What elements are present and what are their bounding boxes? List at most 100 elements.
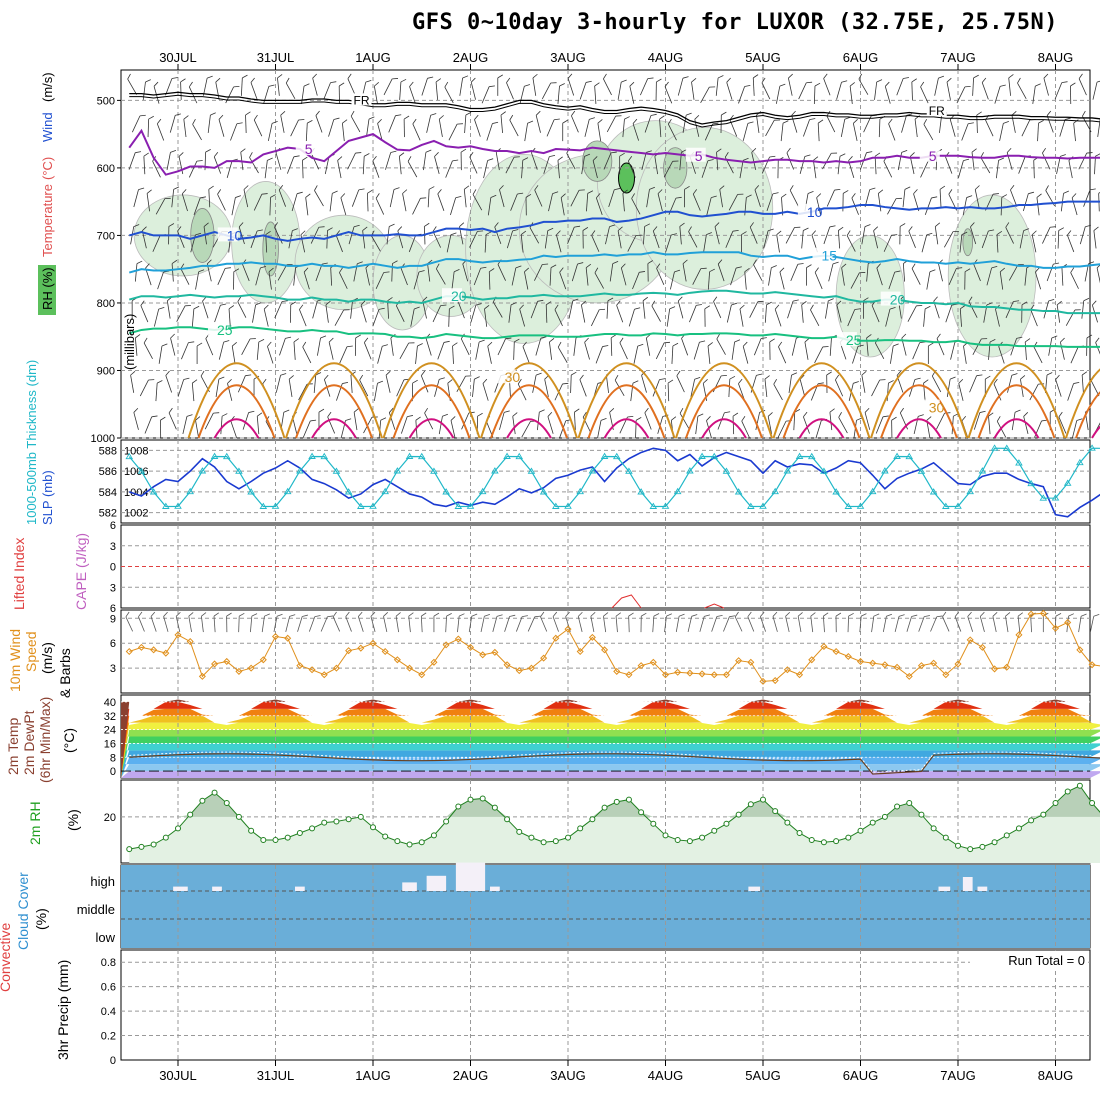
isotherm-label-bg: [919, 399, 940, 414]
wind10m-barb-flag: [251, 613, 258, 617]
wind-barb-staff: [679, 226, 682, 245]
isotherm-40: [798, 418, 845, 439]
wind-tick-label: 9: [110, 613, 116, 625]
wind-speed-point: [625, 671, 633, 679]
wind-barb: [412, 118, 421, 141]
wind-barb-staff: [752, 77, 755, 96]
wind10m-barb-staff: [954, 616, 962, 632]
wind-barb-flag: [767, 412, 773, 417]
wind-barb-flag: [1023, 412, 1029, 417]
wind-barb-staff: [908, 230, 916, 248]
wind-barb-staff: [617, 230, 622, 249]
wind-barb-staff: [628, 309, 635, 327]
wind-barb: [237, 374, 252, 393]
wind-barb-staff: [390, 337, 394, 356]
cloud-bar: [402, 882, 417, 891]
rh-point: [906, 800, 913, 807]
thickness-marker: [661, 502, 670, 509]
wind-speed-point: [186, 638, 194, 646]
thickness-marker: [393, 467, 402, 474]
wind-barb-staff: [912, 342, 921, 360]
wind-barb: [896, 370, 904, 393]
wind-barb-flag: [1017, 77, 1021, 84]
wind-barb-staff: [962, 197, 968, 216]
wind-barb-staff: [215, 82, 220, 100]
wind-barb: [1059, 337, 1065, 360]
wind-barb: [517, 378, 527, 401]
wind-barb-staff: [410, 308, 415, 327]
wind-barb-flag: [235, 195, 241, 198]
wind-speed-point: [747, 658, 755, 666]
wind10m-barb: [1005, 612, 1011, 633]
wind-barb-flag: [729, 375, 736, 380]
wind-barb-staff: [871, 379, 881, 397]
wind-barb-staff: [241, 338, 251, 355]
wind-barb-flag: [614, 374, 619, 381]
wind-barb-staff: [305, 197, 309, 216]
wind-barb-flag: [956, 267, 963, 269]
thickness-marker: [332, 467, 341, 474]
wind-barb: [767, 412, 773, 435]
rh-point: [845, 834, 852, 841]
wind-barb-staff: [999, 123, 1004, 142]
wind-barb: [145, 263, 152, 286]
wind-barb: [241, 338, 256, 355]
wind-barb: [1017, 77, 1027, 99]
wind-barb-flag: [711, 195, 717, 199]
wind-barb-flag: [532, 73, 538, 79]
wind-barb: [463, 185, 470, 208]
wind-barb-flag: [1095, 153, 1100, 157]
wind-barb-staff: [693, 342, 700, 360]
wind-barb-flag: [946, 77, 952, 83]
wind-ylabel-part: 10m Wind: [7, 629, 23, 692]
wind-barb-flag: [585, 263, 592, 268]
wind-barb: [688, 226, 698, 248]
wind-barb-flag: [696, 304, 702, 306]
wind-barb-flag: [691, 78, 697, 83]
wind-barb: [510, 192, 524, 211]
wind-barb: [753, 259, 763, 281]
temp-tick-label: 8: [110, 752, 116, 764]
x-date-bottom-label: 31JUL: [257, 1068, 295, 1083]
wind10m-barb-staff: [1030, 616, 1032, 633]
wind-barb: [667, 118, 677, 141]
wind-barb: [1092, 79, 1100, 100]
wind-barb-staff: [1061, 267, 1064, 286]
wind-barb-staff: [524, 123, 528, 142]
wind-barb: [849, 82, 855, 104]
wind10m-barb-staff: [150, 616, 157, 632]
wind10m-barb-flag: [760, 611, 765, 617]
wind-barb: [958, 378, 964, 401]
wind-barb-staff: [920, 86, 929, 104]
rh-point: [1064, 788, 1071, 795]
wind-barb-staff: [372, 160, 380, 178]
wind-barb: [1083, 188, 1096, 207]
rh-point: [784, 819, 791, 826]
wind-barb-flag: [236, 122, 243, 125]
wind-barb-flag: [420, 370, 426, 376]
wind-barb-flag: [1073, 119, 1079, 124]
li-excursion: [611, 594, 642, 609]
wind-barb: [256, 339, 265, 360]
wind10m-barb-flag: [163, 611, 168, 617]
wind10m-barb: [992, 612, 998, 633]
wind-speed-point: [308, 666, 316, 674]
wind-speed-point: [1051, 624, 1060, 632]
wind10m-barb: [847, 612, 854, 633]
wind-barb-flag: [861, 370, 867, 376]
rh-point: [955, 842, 961, 849]
slp-tick-label: 1002: [124, 508, 148, 520]
wind-barb-staff: [482, 383, 489, 401]
wind-barb: [312, 73, 318, 96]
wind-barb-staff: [606, 300, 609, 319]
wind-barb-flag: [635, 417, 642, 421]
wind-barb: [616, 300, 624, 323]
wind-barb-flag: [911, 263, 916, 269]
wind-barb-staff: [667, 123, 677, 141]
wind-barb-staff: [897, 152, 903, 171]
wind-barb: [973, 410, 986, 430]
wind-barb-staff: [130, 375, 135, 393]
wind-speed-point: [978, 643, 986, 651]
wind10m-barb: [1030, 612, 1036, 633]
thickness-marker: [942, 502, 950, 509]
